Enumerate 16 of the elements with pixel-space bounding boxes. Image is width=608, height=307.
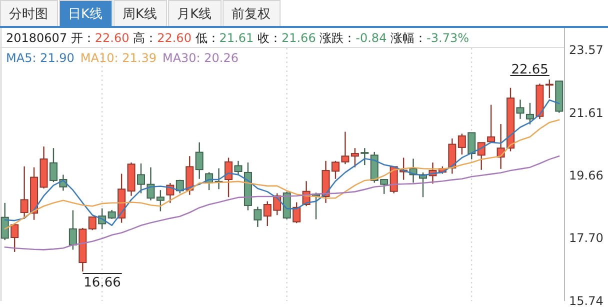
text: MA5: 21.90: [6, 51, 74, 65]
text: 前复权: [232, 7, 271, 22]
y-tick-label: 17.70: [569, 231, 604, 246]
text: 日K线: [68, 7, 103, 22]
text: MA10: 21.39: [80, 51, 156, 65]
text: 周K线: [122, 7, 158, 22]
annotation: 16.66: [84, 276, 121, 291]
text: MA30: 20.26: [162, 51, 239, 65]
y-tick-label: 23.57: [569, 43, 604, 57]
text: 分时图: [9, 7, 48, 22]
y-tick-label: 21.61: [569, 106, 604, 120]
y-tick-label: 19.66: [569, 168, 604, 182]
y-tick-label: 15.74: [569, 294, 604, 307]
annotation: 22.65: [511, 62, 548, 78]
text: 20180607 开：22.60 高：22.60 低：21.61 收：21.66 涨跌：-0.84 涨幅：-3.73%: [6, 31, 469, 45]
text: 月K线: [177, 7, 212, 22]
